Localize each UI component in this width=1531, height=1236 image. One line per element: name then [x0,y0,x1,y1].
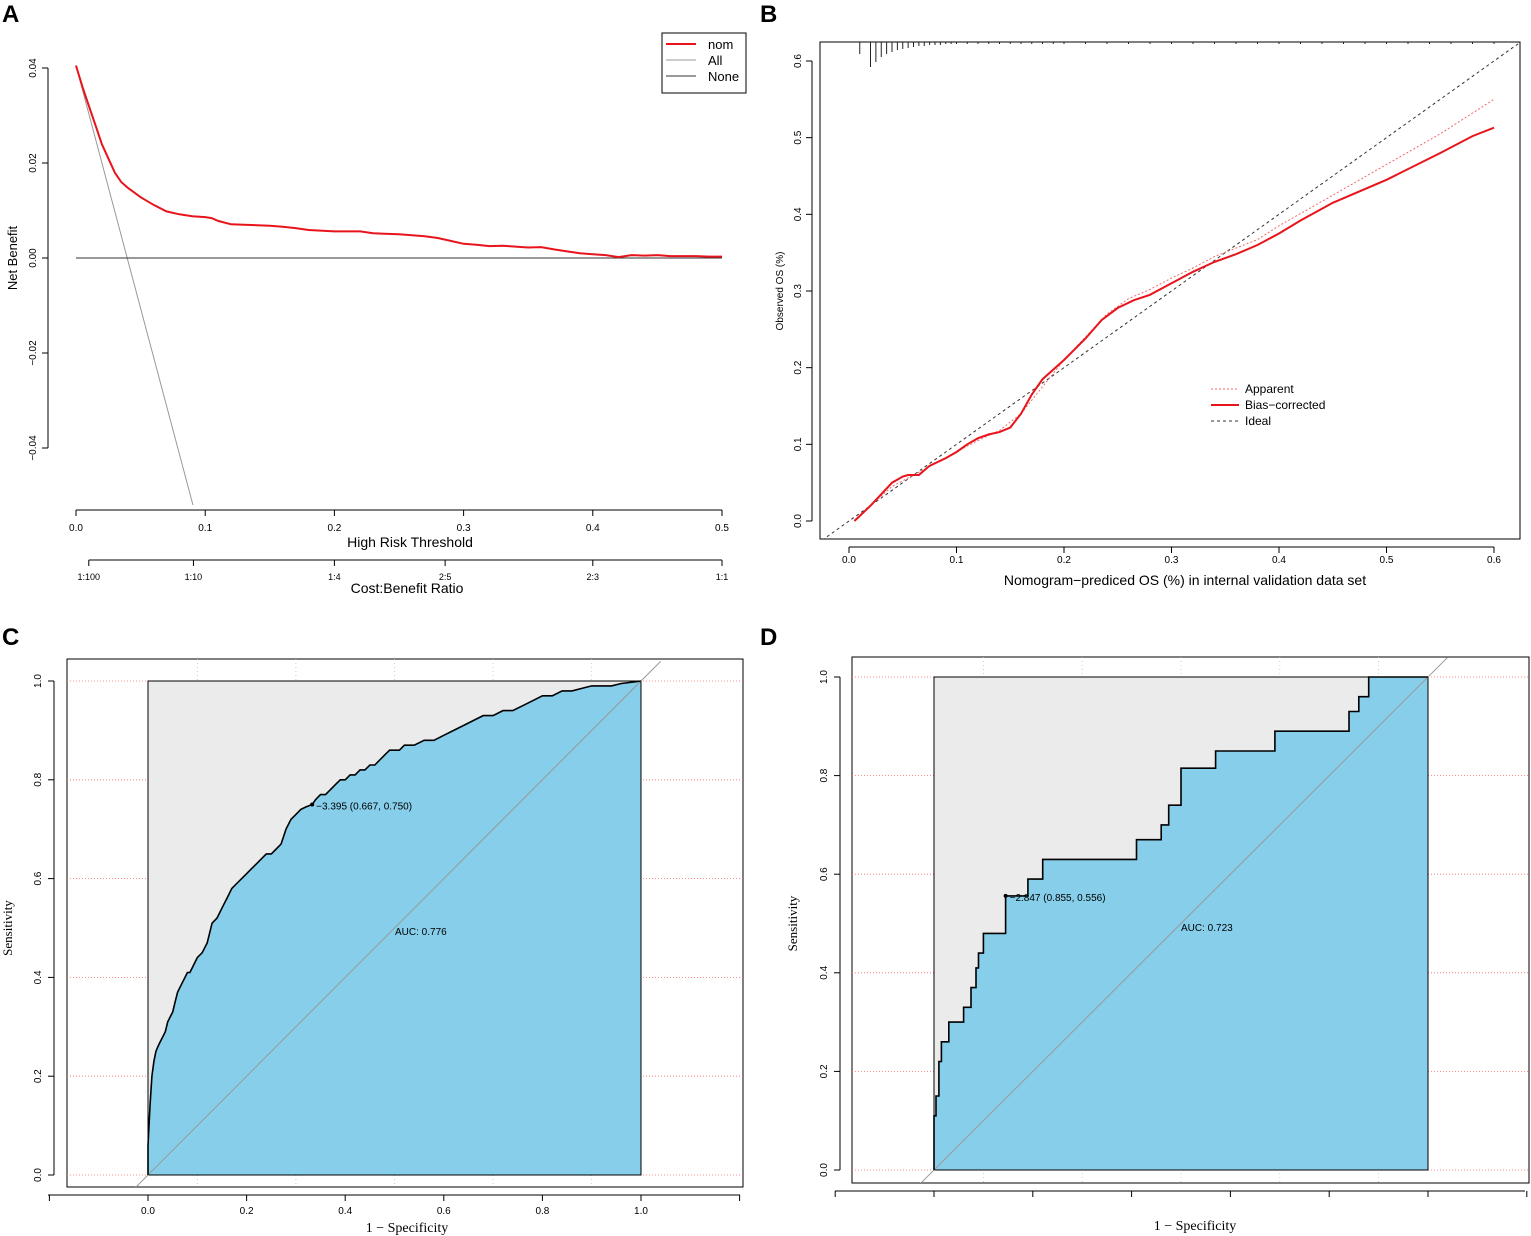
x-tick-label: 0.1 [198,523,212,534]
x-tick-label: 0.4 [1272,555,1286,566]
y-tick-label: 0.6 [819,867,830,881]
y-tick-label: 0.5 [793,130,804,144]
y-tick-label: 1.0 [33,674,44,688]
panel-label-c: C [2,624,19,651]
x-tick-label: 0.0 [69,523,83,534]
threshold-point [1003,893,1008,898]
panel-label-d: D [760,624,777,651]
y-tick-label: 0.2 [793,360,804,374]
legend-entry: Apparent [1245,382,1294,396]
legend-entry: nom [708,37,733,52]
panel-label-b: B [760,1,777,28]
secondary-tick-label: 2:5 [439,572,452,582]
y-tick-label: 0.0 [33,1168,44,1182]
y-tick-label: 1.0 [819,670,830,684]
panel-d-roc-curve: −2.847 (0.855, 0.556) AUC: 0.723 0.0 0.2 0.4… [785,656,1530,1234]
x-axis-label: High Risk Threshold [347,534,473,550]
x-axis-label: 1 − Specificity [1154,1219,1237,1234]
legend-entry: Bias−corrected [1245,398,1325,412]
x-tick-label: 0.3 [457,523,471,534]
legend-entry: Ideal [1245,414,1271,428]
y-tick-label: −0.02 [28,340,39,366]
x-axis-label: 1 − Specificity [366,1221,449,1236]
y-tick-label: 0.0 [793,514,804,528]
threshold-point [310,802,315,807]
x-tick-label: 0.3 [1165,555,1179,566]
x-tick-label: 0.2 [1057,555,1071,566]
panel-label-a: A [2,1,19,28]
x-tick-label: 0.4 [338,1206,352,1217]
secondary-axis-label: Cost:Benefit Ratio [351,580,464,596]
y-tick-label: 0.4 [33,970,44,984]
x-tick-label: 0.0 [141,1206,155,1217]
x-tick-label: 0.2 [327,523,341,534]
plot-frame [819,41,1521,540]
y-tick-label: −0.04 [28,435,39,461]
diagonal-reference-line [920,657,1449,1183]
x-tick-label: 0.6 [1487,555,1501,566]
y-tick-label: 0.4 [819,965,830,979]
y-axis-label: Net Benefit [5,225,20,290]
x-tick-label: 0.5 [715,523,729,534]
auc-label: AUC: 0.776 [395,927,447,938]
series-ideal-line [822,42,1520,539]
panel-a-decision-curve: 0.04 0.02 0.00 −0.02 −0.04 Net Benefit 0.0 0.1 0… [5,32,747,596]
y-tick-label: 0.1 [793,437,804,451]
panel-c-roc-curve: −3.395 (0.667, 0.750) AUC: 0.776 0.0 0.2 0.4… [0,658,744,1236]
secondary-tick-label: 2:3 [587,572,600,582]
y-tick-label: 0.6 [33,871,44,885]
threshold-label: −3.395 (0.667, 0.750) [316,802,412,813]
y-tick-label: 0.2 [33,1069,44,1083]
x-tick-label: 0.6 [437,1206,451,1217]
legend-entry: All [708,53,723,68]
y-tick-label: 0.6 [793,54,804,68]
series-all-line [75,65,194,505]
y-tick-label: 0.02 [28,153,39,173]
y-tick-label: 0.3 [793,284,804,298]
panel-b-calibration-plot: 0.0 0.1 0.2 0.3 0.4 0.5 0.6 Observed OS (%) 0.0 0… [775,41,1521,588]
secondary-tick-label: 1:10 [185,572,203,582]
y-axis-label: Observed OS (%) [775,252,786,331]
secondary-tick-label: 1:100 [78,572,101,582]
roc-curve [147,680,642,1175]
y-tick-label: 0.8 [819,768,830,782]
x-tick-label: 0.5 [1380,555,1394,566]
x-tick-label: 0.2 [240,1206,254,1217]
secondary-tick-label: 1:4 [328,572,341,582]
y-tick-label: 0.2 [819,1064,830,1078]
y-axis-label: Sensitivity [0,900,15,956]
x-tick-label: 1.0 [634,1206,648,1217]
roc-curve [933,676,1428,1170]
x-tick-label: 0.4 [586,523,600,534]
y-tick-label: 0.4 [793,207,804,221]
unit-square-border [147,680,642,1176]
y-axis-label: Sensitivity [785,895,800,951]
x-tick-label: 0.8 [535,1206,549,1217]
y-tick-label: 0.04 [28,58,39,78]
legend-entry: None [708,69,739,84]
diagonal-reference-line [135,660,662,1187]
y-tick-label: 0.0 [819,1163,830,1177]
series-bias-corrected-line [853,126,1495,522]
series-nom-line [75,65,722,259]
threshold-label: −2.847 (0.855, 0.556) [1010,893,1106,904]
series-apparent-line [854,98,1495,522]
auc-label: AUC: 0.723 [1181,923,1233,934]
x-tick-label: 0.0 [842,555,856,566]
y-tick-label: 0.8 [33,772,44,786]
y-tick-label: 0.00 [28,248,39,268]
unit-square-border [933,676,1429,1171]
x-axis-label: Nomogram−prediced OS (%) in internal val… [1004,572,1366,588]
x-tick-label: 0.1 [950,555,964,566]
secondary-tick-label: 1:1 [716,572,729,582]
legend-box [661,32,747,94]
